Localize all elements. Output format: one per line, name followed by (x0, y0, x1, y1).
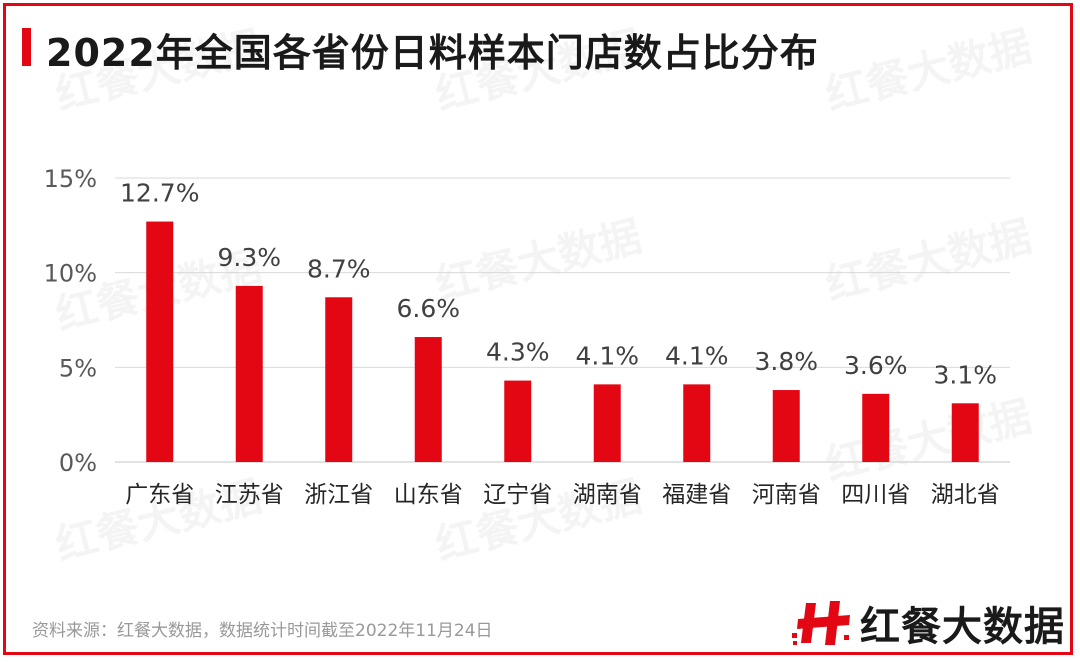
value-label: 3.1% (933, 360, 997, 389)
grid-lines (115, 177, 1010, 463)
category-label: 湖北省 (931, 482, 1000, 508)
value-label: 4.1% (665, 341, 729, 370)
value-labels: 12.7% 9.3% 8.7% 6.6% 4.3% 4.1% 4.1% 3.8% 3.6% 3.1… (120, 179, 997, 390)
bar-福建省 (683, 384, 711, 462)
value-label: 4.3% (486, 338, 550, 367)
watermark-text-4: 红餐大数据 (431, 211, 647, 309)
value-label: 3.6% (844, 351, 908, 380)
y-tick-label: 10% (44, 260, 97, 288)
chart-title: 2022年全国各省份日料样本门店数占比分布 (46, 31, 819, 75)
bar-湖南省 (593, 384, 621, 462)
category-label: 四川省 (841, 482, 910, 508)
category-label: 浙江省 (304, 482, 373, 508)
watermark-text-8: 红餐大数据 (821, 391, 1037, 489)
watermark-text-0: 红餐大数据 (51, 21, 267, 119)
bar-广东省 (146, 221, 174, 462)
title-accent-bar (22, 28, 31, 66)
category-label: 湖南省 (573, 482, 642, 508)
bar-浙江省 (325, 297, 353, 462)
value-label: 9.3% (217, 243, 281, 272)
brand-name: 红餐大数据 (860, 604, 1065, 650)
value-label: 4.1% (575, 341, 639, 370)
bar-湖北省 (951, 403, 979, 462)
category-label: 河南省 (752, 482, 821, 508)
value-label: 8.7% (307, 254, 371, 283)
category-label: 福建省 (662, 482, 731, 508)
brand-mark: 红餐大数据 (792, 594, 1065, 652)
value-label: 3.8% (754, 347, 818, 376)
x-axis: 广东省 江苏省 浙江省 山东省 辽宁省 湖南省 福建省 河南省 四川省 湖北省 (125, 482, 1000, 508)
y-axis: 0% 5% 10% 15% (44, 165, 97, 477)
watermark-text-1: 红餐大数据 (431, 21, 647, 119)
red-h-logo-icon (792, 601, 850, 645)
value-label: 12.7% (120, 179, 199, 208)
bar-江苏省 (235, 285, 263, 462)
bar-河南省 (772, 390, 800, 462)
bar-山东省 (414, 337, 442, 462)
value-label: 6.6% (396, 294, 460, 323)
category-label: 广东省 (125, 482, 194, 508)
watermark-text-5: 红餐大数据 (821, 211, 1037, 309)
y-tick-label: 15% (44, 165, 97, 193)
bar-四川省 (862, 393, 890, 462)
category-label: 辽宁省 (483, 482, 552, 508)
bar-辽宁省 (504, 380, 532, 462)
category-label: 山东省 (394, 482, 463, 508)
source-note: 资料来源：红餐大数据，数据统计时间截至2022年11月24日 (32, 621, 493, 641)
category-label: 江苏省 (215, 482, 284, 508)
watermark-text-2: 红餐大数据 (821, 21, 1037, 119)
bars (146, 221, 979, 462)
y-tick-label: 5% (59, 354, 97, 382)
chart-frame (3, 3, 1073, 655)
y-tick-label: 0% (59, 449, 97, 477)
